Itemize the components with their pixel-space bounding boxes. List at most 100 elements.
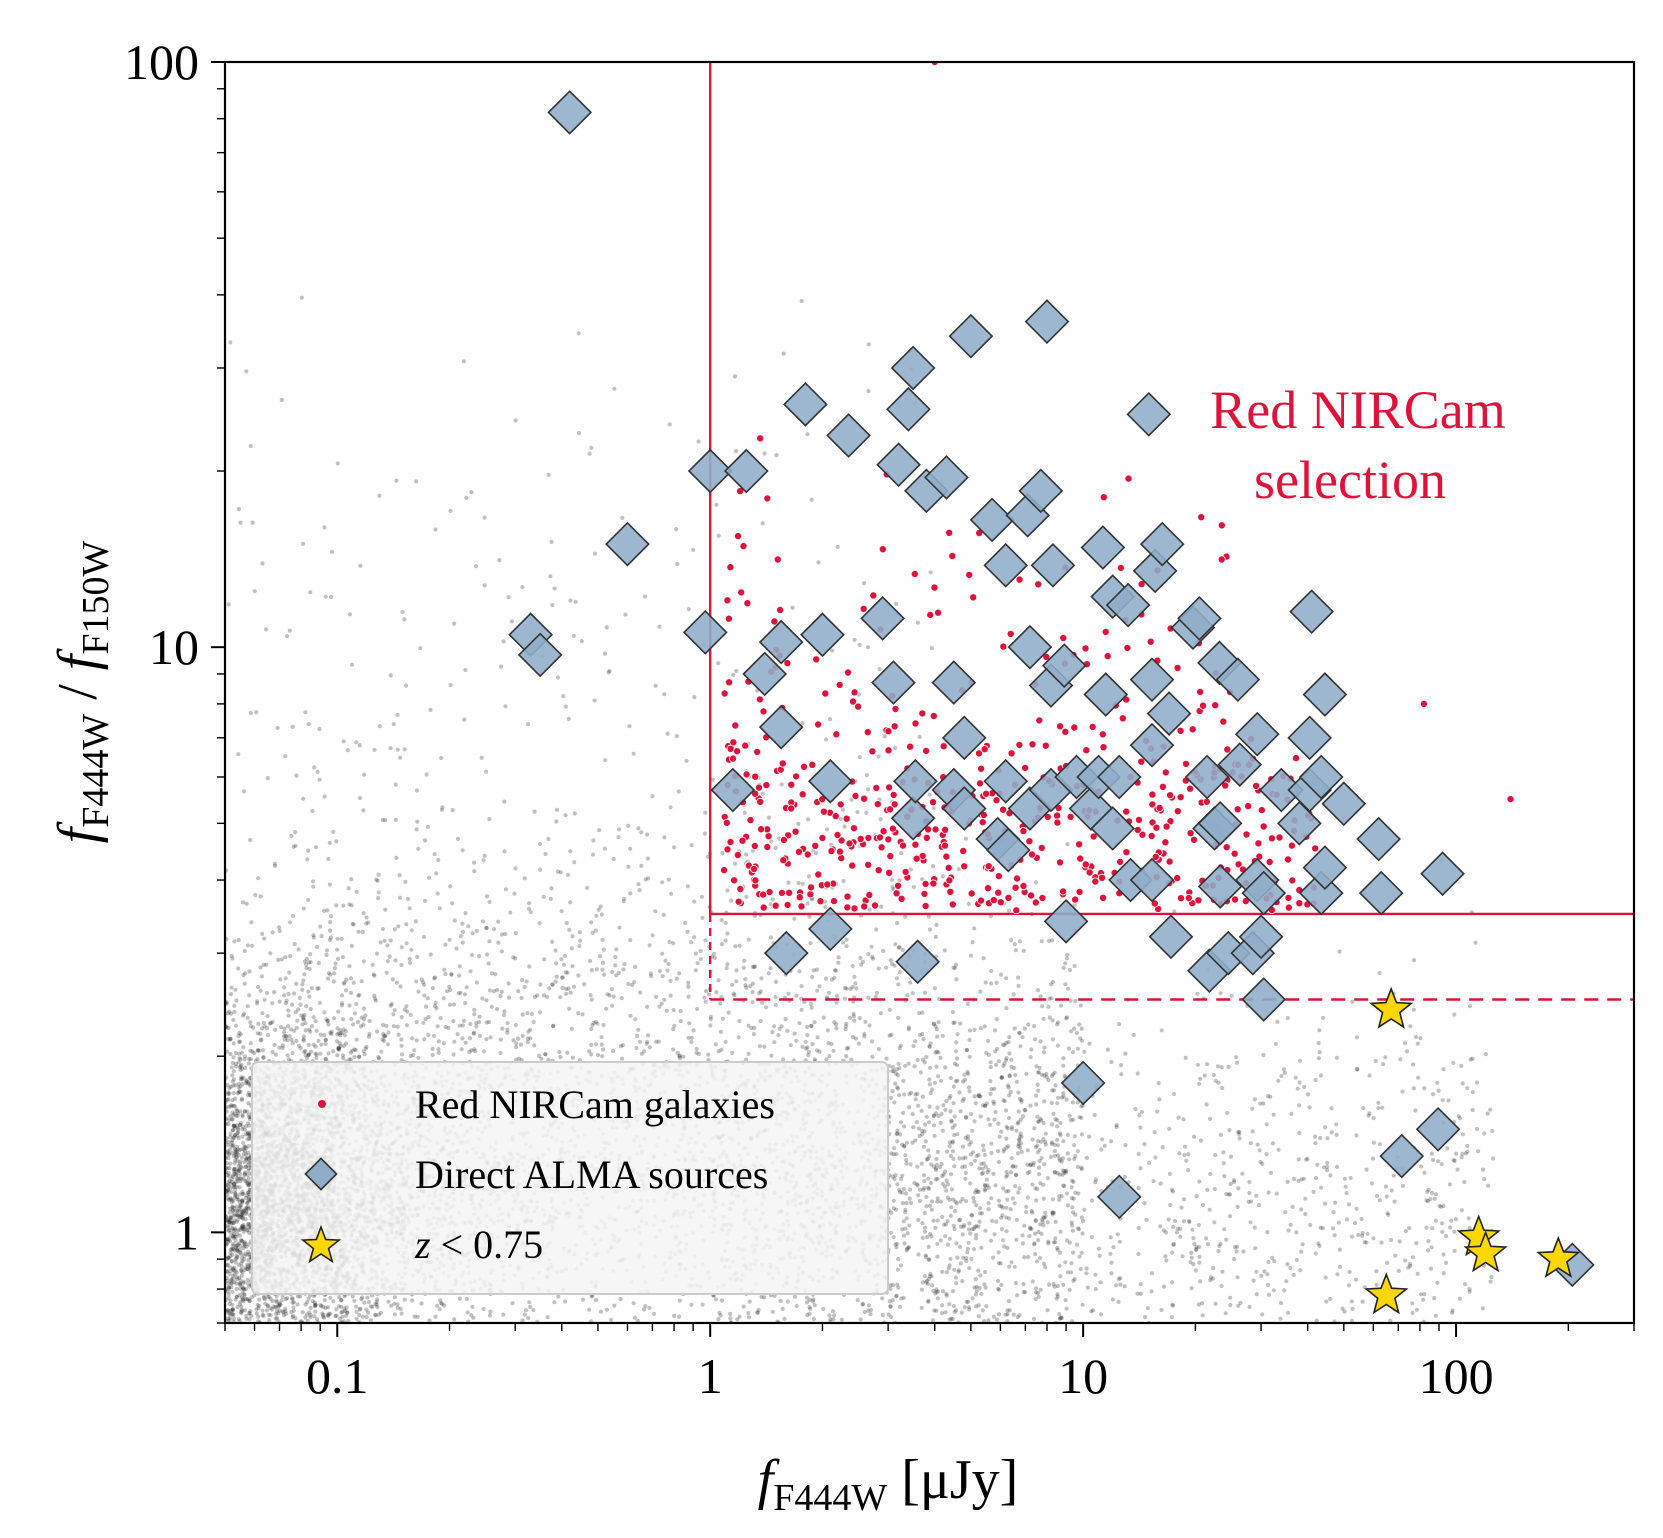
background-galaxy-point <box>373 1313 378 1318</box>
background-galaxy-point <box>336 956 341 962</box>
background-galaxy-point <box>451 1019 456 1024</box>
background-galaxy-point <box>1079 1132 1084 1137</box>
background-galaxy-point <box>626 864 631 869</box>
background-galaxy-point <box>674 734 680 739</box>
background-galaxy-point <box>244 1210 249 1215</box>
background-galaxy-point <box>668 978 673 983</box>
background-galaxy-point <box>328 1030 333 1035</box>
background-galaxy-point <box>1189 1286 1194 1291</box>
background-galaxy-point <box>393 817 398 823</box>
background-galaxy-point <box>246 1242 251 1247</box>
background-galaxy-point <box>954 1056 960 1061</box>
background-galaxy-point <box>890 1298 895 1303</box>
background-galaxy-point <box>447 1002 453 1008</box>
background-galaxy-point <box>781 351 786 356</box>
background-galaxy-point <box>950 1289 956 1294</box>
background-galaxy-point <box>1354 1133 1359 1138</box>
background-galaxy-point <box>321 1315 327 1320</box>
background-galaxy-point <box>781 1057 786 1062</box>
background-galaxy-point <box>692 899 697 904</box>
background-galaxy-point <box>1138 1282 1143 1287</box>
background-galaxy-point <box>786 991 791 996</box>
background-galaxy-point <box>994 1062 999 1067</box>
background-galaxy-point <box>1034 1198 1039 1203</box>
background-galaxy-point <box>1476 1149 1481 1154</box>
background-galaxy-point <box>966 1134 971 1139</box>
background-galaxy-point <box>1354 1035 1359 1040</box>
background-galaxy-point <box>1005 1245 1010 1251</box>
background-galaxy-point <box>1182 1153 1187 1158</box>
background-galaxy-point <box>842 824 847 829</box>
background-galaxy-point <box>238 520 243 525</box>
background-galaxy-point <box>1332 1233 1337 1238</box>
background-galaxy-point <box>1071 1210 1076 1215</box>
background-galaxy-point <box>242 1109 247 1114</box>
background-galaxy-point <box>463 911 468 916</box>
background-galaxy-point <box>604 625 609 630</box>
background-galaxy-point <box>341 981 346 986</box>
background-galaxy-point <box>522 984 527 990</box>
background-galaxy-point <box>592 698 597 703</box>
background-galaxy-point <box>460 929 466 934</box>
background-galaxy-point <box>454 946 459 951</box>
background-galaxy-point <box>895 1139 900 1144</box>
background-galaxy-point <box>350 1048 355 1053</box>
background-galaxy-point <box>589 1042 594 1047</box>
background-galaxy-point <box>393 958 398 963</box>
background-galaxy-point <box>1015 1293 1020 1298</box>
background-galaxy-point <box>449 972 454 977</box>
background-galaxy-point <box>248 1041 253 1046</box>
background-galaxy-point <box>986 1207 991 1212</box>
background-galaxy-point <box>749 1025 754 1031</box>
background-galaxy-point <box>545 1315 550 1320</box>
background-galaxy-point <box>229 1221 234 1227</box>
background-galaxy-point <box>1344 1190 1349 1196</box>
background-galaxy-point <box>323 1041 328 1046</box>
background-galaxy-point <box>982 1152 987 1158</box>
background-galaxy-point <box>394 478 399 483</box>
background-galaxy-point <box>1236 1130 1241 1135</box>
background-galaxy-point <box>599 912 604 917</box>
background-galaxy-point <box>906 1027 911 1032</box>
background-galaxy-point <box>1200 1301 1205 1306</box>
background-galaxy-point <box>1470 1107 1475 1113</box>
background-galaxy-point <box>896 982 901 987</box>
background-galaxy-point <box>242 1287 247 1292</box>
background-galaxy-point <box>869 944 874 949</box>
background-galaxy-point <box>1436 1088 1441 1093</box>
background-galaxy-point <box>628 846 633 851</box>
background-galaxy-point <box>628 938 633 943</box>
background-galaxy-point <box>924 1204 929 1209</box>
background-galaxy-point <box>467 1036 473 1041</box>
background-galaxy-point <box>989 1196 994 1201</box>
background-galaxy-point <box>1283 1210 1288 1215</box>
background-galaxy-point <box>893 745 898 751</box>
background-galaxy-point <box>237 1206 242 1211</box>
background-galaxy-point <box>1031 1316 1037 1321</box>
background-galaxy-point <box>732 993 737 998</box>
background-galaxy-point <box>821 1306 826 1311</box>
background-galaxy-point <box>299 1013 304 1018</box>
background-galaxy-point <box>1448 1225 1453 1230</box>
background-galaxy-point <box>1489 1275 1494 1280</box>
background-galaxy-point <box>887 1007 892 1013</box>
background-galaxy-point <box>527 1300 532 1305</box>
background-galaxy-point <box>1411 1062 1416 1067</box>
background-galaxy-point <box>844 937 849 942</box>
background-galaxy-point <box>314 944 319 950</box>
background-galaxy-point <box>694 1046 699 1051</box>
background-galaxy-point <box>974 1203 979 1208</box>
background-galaxy-point <box>411 1053 416 1058</box>
background-galaxy-point <box>662 997 667 1002</box>
background-galaxy-point <box>1049 938 1054 943</box>
background-galaxy-point <box>1258 1101 1263 1106</box>
background-galaxy-point <box>1036 1119 1041 1124</box>
background-galaxy-point <box>1370 1156 1376 1161</box>
background-galaxy-point <box>286 1057 291 1062</box>
background-galaxy-point <box>1278 1300 1284 1306</box>
background-galaxy-point <box>470 931 475 936</box>
background-galaxy-point <box>487 816 492 822</box>
background-galaxy-point <box>282 993 287 998</box>
background-galaxy-point <box>893 1242 898 1247</box>
background-galaxy-point <box>1254 1292 1259 1297</box>
